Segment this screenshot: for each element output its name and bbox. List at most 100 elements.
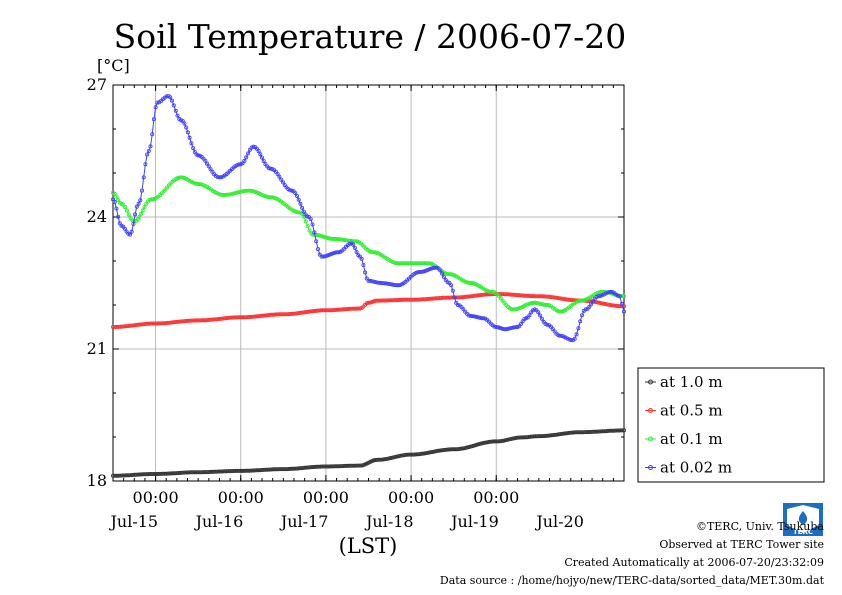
data-point [572,430,577,435]
y-axis-unit-label: [°C] [97,56,130,75]
data-point [277,174,282,179]
data-point [622,294,627,299]
data-point [185,318,190,323]
data-point [116,214,121,219]
data-point [513,325,518,330]
data-point [426,296,431,301]
data-point [148,144,153,149]
data-point [605,290,610,295]
data-point [545,294,550,299]
data-point [123,473,128,478]
y-axis-ticks: 27 24 21 18 [87,75,624,490]
data-point [234,190,239,195]
data-point [414,297,419,302]
data-point [529,301,534,306]
data-point [558,296,563,301]
data-point [218,192,223,197]
data-point [469,444,474,449]
data-point [378,298,383,303]
data-point [206,164,211,169]
data-point [448,447,453,452]
data-point [332,307,337,312]
data-point [602,301,607,306]
data-point [392,260,397,265]
data-point [398,453,403,458]
data-point [327,464,332,469]
data-point [274,467,279,472]
x-tick-date-label: Jul-16 [194,512,244,531]
data-point [368,278,373,283]
data-point [347,306,352,311]
data-point [226,469,231,474]
data-point [475,315,480,320]
data-point [419,451,424,456]
data-point [538,294,543,299]
data-point [496,439,501,444]
data-point [196,181,201,186]
data-point [183,318,188,323]
data-point [558,333,563,338]
data-point [595,300,600,305]
data-point [143,162,148,167]
data-point [477,315,482,320]
data-point [185,130,190,135]
data-point [385,298,390,303]
data-point [430,449,435,454]
legend-label: at 0.1 m [660,430,723,448]
data-point [563,431,568,436]
data-point [398,282,403,287]
data-point [133,212,138,217]
data-point [236,162,241,167]
data-point [389,455,394,460]
data-point [447,272,452,277]
data-point [279,177,284,182]
data-point [183,470,188,475]
data-point [421,451,426,456]
data-point [245,188,250,193]
data-point [323,308,328,313]
data-point [116,473,121,478]
data-point [370,279,375,284]
data-point [489,289,494,294]
data-point [332,236,337,241]
data-point [560,333,565,338]
data-point [321,234,326,239]
data-point [524,293,529,298]
data-point [476,293,481,298]
data-point [121,473,126,478]
data-point [325,235,330,240]
data-point [196,153,201,158]
data-point [343,463,348,468]
data-point [510,436,515,441]
data-point [190,470,195,475]
data-point [178,319,183,324]
data-point [137,214,142,219]
data-point [173,108,178,113]
data-point [387,298,392,303]
data-point [513,307,518,312]
data-point [405,452,410,457]
data-point [157,471,162,476]
data-point [352,463,357,468]
x-tick-date-label: Jul-20 [534,512,584,531]
data-point [314,464,319,469]
data-point [617,294,622,299]
data-point [452,295,457,300]
data-point [228,192,233,197]
data-point [352,245,357,250]
data-point [622,309,627,314]
data-point [516,435,521,440]
data-point [600,301,605,306]
data-point [586,429,591,434]
data-point [189,141,194,146]
data-point [432,449,437,454]
data-point [243,188,248,193]
data-point [261,467,266,472]
data-point [121,202,126,207]
data-point [490,439,495,444]
data-point [219,192,224,197]
data-point [483,292,488,297]
data-point [138,198,143,203]
data-point [354,249,359,254]
